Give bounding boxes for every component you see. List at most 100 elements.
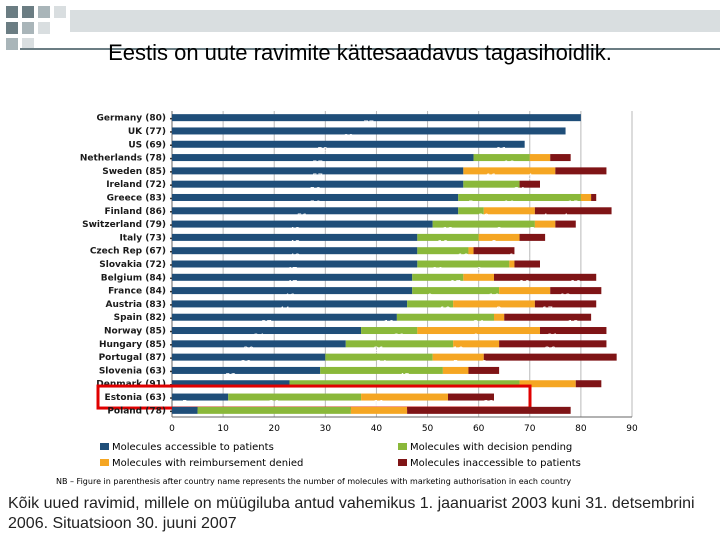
data-label: 24 (473, 320, 484, 330)
stacked-bar-chart: 0 10 20 30 40 50 60 70 80 90 Germany (80) 80 UK (77)… (56, 107, 638, 486)
bar-segment (172, 127, 566, 135)
data-label: 9 (427, 293, 432, 303)
bar-segment (575, 380, 602, 388)
data-label: 10 (437, 240, 448, 250)
data-label: 11 (542, 373, 553, 383)
bar-segment (499, 287, 551, 295)
bar-segment (468, 247, 474, 255)
bar-segment (494, 313, 505, 321)
data-label: 46 (284, 293, 295, 303)
data-label: 10 (519, 280, 530, 290)
bar-segment (172, 207, 459, 215)
data-label: 21 (374, 346, 385, 356)
bar-segment (172, 380, 290, 388)
data-label: 2 (496, 306, 501, 316)
data-label: 9 (473, 333, 478, 343)
bar-segment (172, 140, 525, 148)
bar-segment (172, 114, 581, 122)
legend-label: Molecules with decision pending (410, 442, 572, 453)
bar-segment (540, 327, 607, 335)
data-label: 24 (376, 359, 387, 369)
data-label: 12 (443, 226, 454, 236)
bar-segment (412, 287, 500, 295)
bar-segment (483, 353, 617, 361)
bar-segment (534, 220, 556, 228)
data-label: 4 (558, 147, 563, 157)
data-label: 20 (540, 266, 551, 276)
bar-segment (463, 180, 520, 188)
data-label: 8 (491, 240, 496, 250)
bar-segment (172, 220, 433, 228)
category-label: Hungary (85) (99, 340, 166, 350)
data-label: 10 (453, 346, 464, 356)
data-label: 17 (542, 306, 553, 316)
data-label: 37 (261, 320, 272, 330)
category-label: Portugal (87) (99, 353, 166, 363)
bar-segment (172, 273, 413, 281)
legend-label: Molecules accessible to patients (112, 442, 274, 453)
data-label: 77 (363, 120, 374, 130)
legend-swatch (100, 459, 109, 466)
data-label: 21 (547, 333, 558, 343)
category-label: Netherlands (78) (80, 154, 166, 164)
data-label: 10 (504, 200, 515, 210)
data-label: 32 (483, 399, 494, 409)
data-label: 4 (542, 213, 547, 223)
data-label: 16 (489, 293, 500, 303)
bar-segment (172, 353, 326, 361)
bar-segment (473, 247, 515, 255)
bar-segment (396, 313, 494, 321)
data-label: 2 (591, 186, 596, 196)
bar-segment (172, 327, 362, 335)
bar-segment (407, 300, 454, 308)
x-tick-label: 0 (169, 424, 175, 434)
data-label: 9 (468, 386, 473, 396)
bar-segment (172, 300, 408, 308)
data-label: 5 (525, 253, 530, 263)
chart-footnote: NB – Figure in parenthesis after country… (56, 477, 571, 486)
bar-segment (172, 180, 464, 188)
bar-segment (529, 154, 551, 162)
bar-segment (361, 327, 418, 335)
data-label: 30 (243, 346, 254, 356)
bar-segment (519, 380, 576, 388)
data-label: 5 (453, 359, 458, 369)
data-label: 2 (583, 186, 588, 196)
data-label: 11 (195, 386, 206, 396)
bar-segment (555, 220, 576, 228)
x-tick-label: 30 (320, 424, 332, 434)
bar-segment (417, 233, 479, 241)
decor-squares (6, 6, 720, 50)
bar-segment (172, 193, 459, 201)
data-label: 30 (269, 399, 280, 409)
bar-segment (509, 260, 515, 268)
category-label: Italy (73) (119, 233, 166, 243)
category-label: Norway (85) (104, 327, 166, 337)
data-label: 48 (289, 253, 300, 263)
data-label: 11 (384, 320, 395, 330)
data-label: 26 (289, 386, 300, 396)
data-label: 51 (297, 213, 308, 223)
x-tick-label: 90 (626, 424, 638, 434)
legend-label: Molecules with reimbursement denied (112, 458, 303, 469)
bar-segment (172, 366, 321, 374)
bar-segment (499, 340, 607, 348)
bar-segment (172, 247, 418, 255)
data-label: 57 (312, 173, 323, 183)
data-label: 11 (486, 173, 497, 183)
bar-segment (519, 180, 540, 188)
category-label: Belgium (84) (101, 273, 166, 283)
bar-segment (172, 393, 229, 401)
data-label: 57 (312, 160, 323, 170)
data-label: 17 (450, 280, 461, 290)
bar-segment (514, 260, 540, 268)
data-label: 8 (496, 226, 501, 236)
bar-segment (580, 193, 592, 201)
x-tick-label: 50 (422, 424, 434, 434)
bar-segment (478, 233, 520, 241)
legend-swatch (398, 443, 407, 450)
data-label: 18 (504, 160, 515, 170)
legend-swatch (398, 459, 407, 466)
data-label: 10 (575, 160, 586, 170)
x-tick-label: 10 (217, 424, 229, 434)
